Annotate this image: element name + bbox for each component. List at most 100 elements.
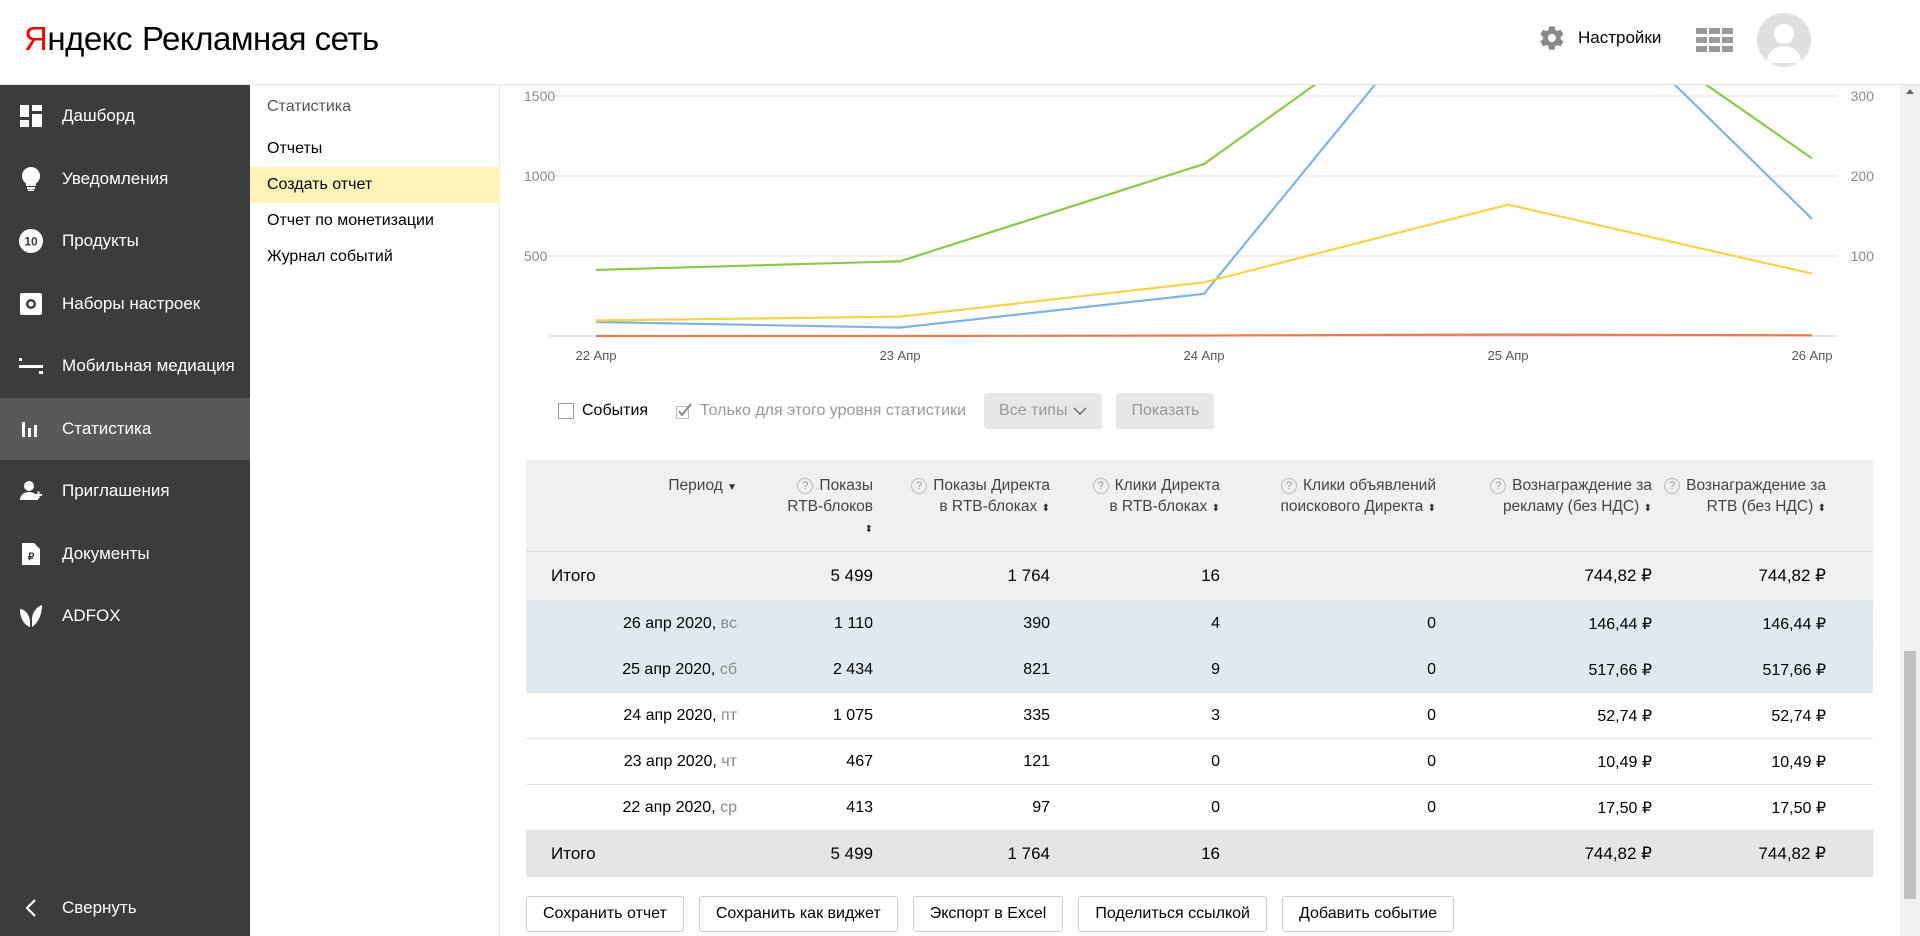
add-event-button[interactable]: Добавить событие (1281, 896, 1455, 932)
sidebar-item-statistics[interactable]: Статистика (0, 397, 250, 460)
series-line-1 (595, 85, 1813, 329)
weekday-text: чт (721, 752, 737, 770)
cell: 5 499 (830, 843, 873, 863)
page-scrollbar[interactable] (1900, 85, 1920, 936)
chart-controls: События Только для этого уровня статисти… (558, 393, 1215, 429)
help-icon[interactable]: ? (1490, 478, 1507, 494)
date-text: 26 апр 2020, (623, 614, 717, 632)
share-link-button[interactable]: Поделиться ссылкой (1078, 896, 1267, 932)
save-widget-button[interactable]: Сохранить как виджет (698, 896, 898, 932)
event-types-dropdown[interactable]: Все типы (984, 393, 1103, 429)
events-checkbox-box[interactable] (558, 403, 574, 419)
subnav-item-monetization-report[interactable]: Отчет по монетизации (267, 212, 434, 229)
sidebar-collapse-button[interactable]: Свернуть (0, 880, 250, 936)
series-line-2 (595, 203, 1813, 322)
sidebar-item-settings-sets[interactable]: Наборы настроек (0, 273, 250, 336)
col-period-label: Период (668, 477, 723, 494)
events-checkbox[interactable]: События (558, 402, 648, 420)
col-direct-shows[interactable]: ? Показы Директа в RTB-блоках ⬍ (873, 460, 1050, 551)
sidebar-item-invitations[interactable]: Приглашения (0, 460, 250, 523)
help-icon[interactable]: ? (1664, 478, 1681, 494)
table-row[interactable]: 26 апр 2020, вс 1 110 390 4 0 146,44 ₽ 1… (526, 601, 1873, 647)
col-direct-clicks[interactable]: ? Клики Директа в RTB-блоках ⬍ (1050, 460, 1220, 551)
table-row[interactable]: 22 апр 2020, ср 413 97 0 0 17,50 ₽ 17,50… (526, 785, 1873, 831)
table-row[interactable]: 25 апр 2020, сб 2 434 821 9 0 517,66 ₽ 5… (526, 647, 1873, 693)
x-tick-label: 24 Апр (1183, 348, 1224, 363)
level-only-checkbox[interactable]: Только для этого уровня статистики (676, 402, 966, 420)
weekday-text: ср (720, 798, 737, 816)
subnav-item-create-report[interactable]: Создать отчет (250, 167, 500, 203)
cell: 744,82 ₽ (1758, 843, 1826, 863)
row-date: 23 апр 2020, чт (526, 753, 749, 771)
sidebar-item-documents[interactable]: ₽ Документы (0, 523, 250, 586)
col-label: Показы Директа (933, 477, 1050, 494)
col-label: в RTB-блоках (939, 498, 1038, 515)
avatar[interactable] (1757, 13, 1811, 67)
save-report-button[interactable]: Сохранить отчет (526, 896, 684, 932)
col-search-clicks[interactable]: ? Клики объявлений поискового Директа ⬍ (1220, 460, 1436, 551)
sidebar-item-adfox[interactable]: ADFOX (0, 585, 250, 648)
col-label: Вознаграждение за (1512, 477, 1652, 494)
cell: 1 764 (1007, 843, 1050, 863)
col-reward-ads[interactable]: ? Вознаграждение за рекламу (без НДС) ⬍ (1436, 460, 1652, 551)
total-label: Итого (551, 566, 596, 585)
cell: 413 (846, 798, 873, 816)
cell: 1 075 (832, 706, 873, 724)
cell: 1 110 (834, 614, 873, 632)
logo-brand: Яндекс (24, 20, 132, 57)
sort-icon: ⬍ (1817, 503, 1826, 514)
help-icon[interactable]: ? (1281, 478, 1298, 494)
sort-desc-icon: ▼ (727, 482, 737, 493)
cell: 10,49 ₽ (1771, 753, 1826, 771)
table-row[interactable]: 23 апр 2020, чт 467 121 0 0 10,49 ₽ 10,4… (526, 739, 1873, 785)
col-label: Клики объявлений (1303, 477, 1436, 494)
col-period[interactable]: Период ▼ (526, 460, 749, 551)
cell: 16 (1201, 843, 1220, 863)
adfox-icon (18, 603, 44, 629)
sidebar-item-products[interactable]: 10 Продукты (0, 210, 250, 273)
cell: 744,82 ₽ (1584, 843, 1652, 863)
sort-icon: ⬍ (1427, 503, 1436, 514)
col-rtb-shows[interactable]: ? Показы RTB-блоков ⬍ (749, 460, 873, 551)
help-icon[interactable]: ? (911, 478, 928, 494)
invite-icon (18, 478, 44, 504)
scroll-thumb[interactable] (1904, 651, 1916, 899)
event-types-label: Все типы (999, 402, 1068, 419)
help-icon[interactable]: ? (1092, 478, 1109, 494)
subnav-item-reports[interactable]: Отчеты (267, 140, 323, 157)
sort-icon: ⬍ (1643, 503, 1652, 514)
scroll-up-icon[interactable] (1906, 89, 1914, 94)
x-tick-label: 22 Апр (575, 348, 616, 363)
cell: 10,49 ₽ (1597, 753, 1652, 771)
sidebar-item-dashboard[interactable]: Дашборд (0, 85, 250, 148)
sidebar-item-label: Документы (62, 543, 150, 563)
subnav-item-event-log[interactable]: Журнал событий (267, 248, 393, 265)
subnav-title: Статистика (267, 98, 352, 115)
cell: 3 (1211, 706, 1220, 724)
table-row[interactable]: 24 апр 2020, пт 1 075 335 3 0 52,74 ₽ 52… (526, 693, 1873, 739)
date-text: 24 апр 2020, (623, 706, 717, 724)
date-text: 23 апр 2020, (623, 752, 717, 770)
x-tick-label: 25 Апр (1487, 348, 1528, 363)
apps-grid-icon[interactable] (1696, 28, 1733, 52)
sidebar-item-notifications[interactable]: Уведомления (0, 148, 250, 211)
cell: 0 (1427, 706, 1436, 724)
svg-text:₽: ₽ (28, 552, 35, 563)
cell: 744,82 ₽ (1584, 566, 1652, 585)
cell: 2 434 (832, 660, 873, 678)
show-events-button[interactable]: Показать (1116, 393, 1215, 429)
series-line-3 (596, 333, 1813, 338)
logo[interactable]: Яндекс Рекламная сеть (24, 20, 379, 58)
mediation-icon (18, 353, 44, 379)
cell: 744,82 ₽ (1758, 566, 1826, 585)
sidebar-item-mediation[interactable]: Мобильная медиация (0, 335, 250, 398)
export-excel-button[interactable]: Экспорт в Excel (912, 896, 1064, 932)
cell: 821 (1023, 660, 1050, 678)
settings-button[interactable]: Настройки (1538, 24, 1661, 52)
weekday-text: сб (719, 660, 737, 678)
col-reward-rtb[interactable]: ? Вознаграждение за RTB (без НДС) ⬍ (1652, 460, 1851, 551)
help-icon[interactable]: ? (797, 478, 814, 494)
report-actions: Сохранить отчет Сохранить как виджет Экс… (526, 896, 1469, 932)
cell: 517,66 ₽ (1762, 661, 1826, 679)
products-icon: 10 (18, 228, 44, 254)
